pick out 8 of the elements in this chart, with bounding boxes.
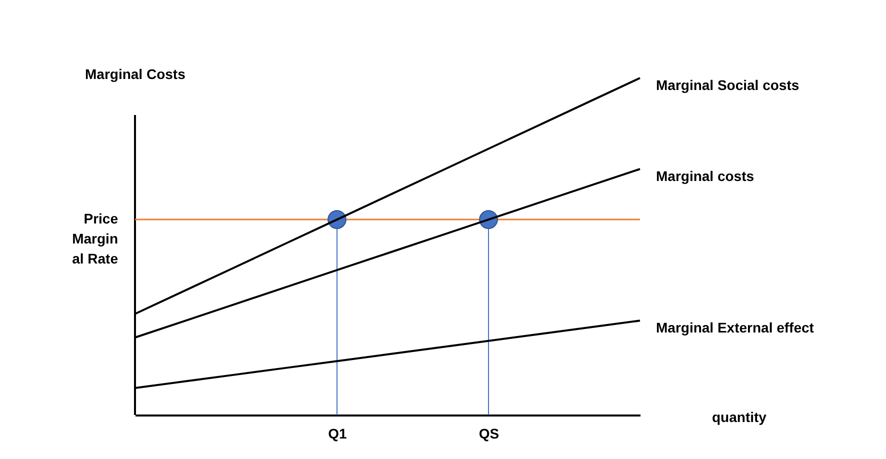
series-label: Marginal Social costs: [656, 77, 800, 93]
x-tick-label: Q1: [328, 426, 348, 442]
y-axis-title: Marginal Costs: [85, 66, 186, 82]
series-label: Marginal External effect: [656, 320, 814, 336]
x-tick-label: QS: [478, 426, 500, 442]
text: quantity: [712, 409, 767, 425]
ref-line-label: Price Marginal Rate: [72, 210, 118, 267]
series-label: Marginal costs: [656, 168, 754, 184]
